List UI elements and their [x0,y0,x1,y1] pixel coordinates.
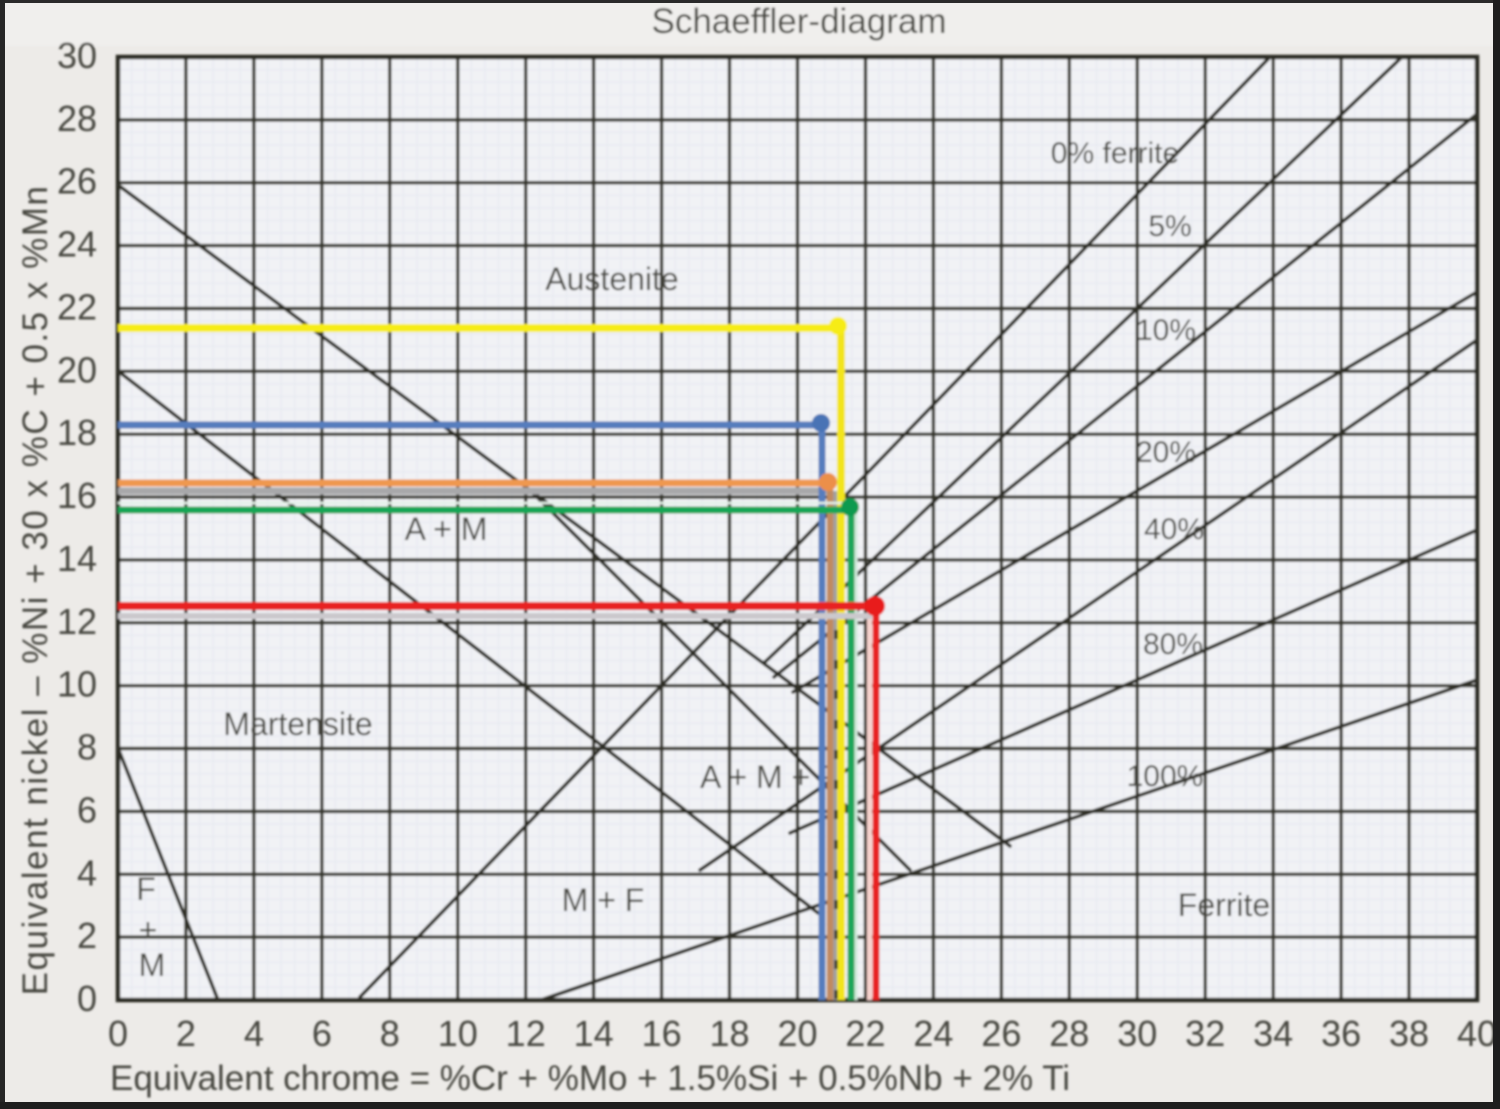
svg-text:40: 40 [1457,1013,1497,1054]
svg-text:20%: 20% [1136,436,1196,469]
svg-text:5%: 5% [1148,210,1191,243]
svg-text:0% ferrite: 0% ferrite [1051,137,1179,170]
svg-text:38: 38 [1389,1013,1429,1054]
svg-text:16: 16 [57,475,97,516]
svg-text:14: 14 [574,1013,614,1054]
svg-text:34: 34 [1253,1013,1293,1054]
svg-text:18: 18 [710,1013,750,1054]
svg-text:28: 28 [1049,1013,1089,1054]
svg-text:M: M [139,947,166,983]
svg-text:6: 6 [312,1013,332,1054]
svg-text:Ferrite: Ferrite [1178,887,1270,923]
svg-text:Martensite: Martensite [223,706,372,742]
svg-text:8: 8 [380,1013,400,1054]
svg-text:80%: 80% [1143,628,1203,661]
svg-text:10%: 10% [1136,314,1196,347]
svg-text:6: 6 [77,789,97,830]
svg-text:A + M: A + M [405,511,488,547]
svg-text:18: 18 [57,412,97,453]
svg-text:Austenite: Austenite [545,261,678,297]
svg-text:Schaeffler-diagram: Schaeffler-diagram [651,2,946,41]
svg-text:12: 12 [57,601,97,642]
svg-text:26: 26 [57,161,97,202]
svg-text:0: 0 [77,978,97,1019]
svg-text:4: 4 [244,1013,264,1054]
svg-text:30: 30 [57,35,97,76]
svg-text:10: 10 [438,1013,478,1054]
svg-text:24: 24 [57,224,97,265]
svg-text:Equivalent nickel – %Ni + 30 x: Equivalent nickel – %Ni + 30 x %C + 0.5 … [16,185,55,996]
svg-text:10: 10 [57,664,97,705]
svg-text:20: 20 [777,1013,817,1054]
svg-text:A + M + F: A + M + F [700,759,839,795]
svg-text:14: 14 [57,538,97,579]
svg-text:2: 2 [176,1013,196,1054]
svg-text:16: 16 [642,1013,682,1054]
svg-text:20: 20 [57,349,97,390]
svg-text:100%: 100% [1127,760,1204,793]
svg-text:36: 36 [1321,1013,1361,1054]
svg-text:24: 24 [913,1013,953,1054]
svg-text:12: 12 [506,1013,546,1054]
svg-text:+: + [139,912,158,948]
svg-text:22: 22 [845,1013,885,1054]
svg-text:2: 2 [77,915,97,956]
svg-text:22: 22 [57,286,97,327]
svg-text:Equivalent chrome = %Cr + %Mo: Equivalent chrome = %Cr + %Mo + 1.5%Si +… [110,1059,1070,1098]
svg-text:30: 30 [1117,1013,1157,1054]
svg-text:28: 28 [57,98,97,139]
svg-text:8: 8 [77,727,97,768]
svg-text:M + F: M + F [562,882,645,918]
svg-text:26: 26 [981,1013,1021,1054]
svg-text:4: 4 [77,852,97,893]
svg-text:0: 0 [108,1013,128,1054]
svg-text:F: F [136,871,156,907]
svg-text:32: 32 [1185,1013,1225,1054]
svg-text:40%: 40% [1144,513,1204,546]
